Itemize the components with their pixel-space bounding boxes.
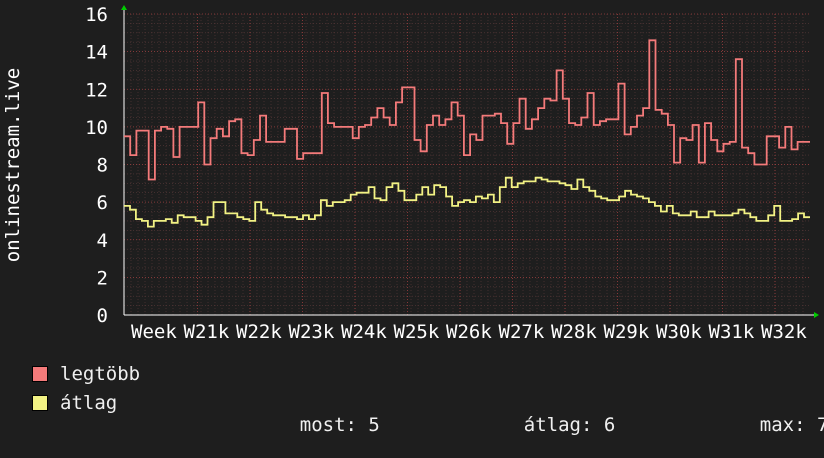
legend-label-max: legtöbb xyxy=(60,363,141,385)
stat-average: átlag: 6 xyxy=(478,392,616,458)
legend-item-avg: átlag xyxy=(32,392,117,414)
series-line-1 xyxy=(124,176,810,228)
stat-maximum-value: 7 xyxy=(816,414,824,436)
stat-current-label: most: xyxy=(299,414,357,436)
stat-maximum-label: max: xyxy=(759,414,806,436)
y-axis-arrow xyxy=(121,5,127,10)
y-tick-label: 2 xyxy=(97,267,108,289)
line-chart: 0 2 4 6 8 10 12 14 16 Week W21k W22k W23k W24k W25k W26… xyxy=(2,4,819,343)
legend-swatch-avg xyxy=(32,395,48,411)
stat-average-value: 6 xyxy=(603,414,616,436)
y-tick-label: 4 xyxy=(97,230,108,252)
x-tick-label: W24k xyxy=(341,321,387,343)
x-tick-label: W29k xyxy=(604,321,650,343)
x-tick-label: W32k xyxy=(761,321,807,343)
y-axis-title: onlinestream.live xyxy=(2,68,24,262)
x-tick-label: W27k xyxy=(499,321,545,343)
y-tick-label: 6 xyxy=(97,192,108,214)
y-tick-label: 14 xyxy=(85,42,108,64)
stat-maximum: max: 7 xyxy=(714,392,824,458)
x-tick-label: W31k xyxy=(709,321,755,343)
stat-average-label: átlag: xyxy=(523,414,593,436)
x-axis-arrow xyxy=(814,312,819,318)
series-line-0 xyxy=(124,39,810,181)
x-tick-label: W21k xyxy=(184,321,230,343)
y-tick-label: 8 xyxy=(97,155,108,177)
y-tick-label: 12 xyxy=(85,79,108,101)
x-tick-label: W23k xyxy=(289,321,335,343)
legend-swatch-max xyxy=(32,366,48,382)
x-tick-label: W28k xyxy=(551,321,597,343)
stat-current: most: 5 xyxy=(254,392,380,458)
y-tick-label: 16 xyxy=(85,4,108,26)
x-tick-label: W25k xyxy=(394,321,440,343)
x-tick-label: Week xyxy=(131,321,177,343)
legend-label-avg: átlag xyxy=(60,392,118,414)
stat-current-value: 5 xyxy=(368,414,380,436)
y-tick-label: 10 xyxy=(85,117,108,139)
x-tick-label: W22k xyxy=(236,321,282,343)
x-tick-label: W26k xyxy=(446,321,492,343)
y-tick-label: 0 xyxy=(97,305,108,327)
legend-item-max: legtöbb xyxy=(32,363,140,385)
chart: 0 2 4 6 8 10 12 14 16 Week W21k W22k W23k W24k W25k W26… xyxy=(2,4,824,436)
x-tick-label: W30k xyxy=(656,321,702,343)
